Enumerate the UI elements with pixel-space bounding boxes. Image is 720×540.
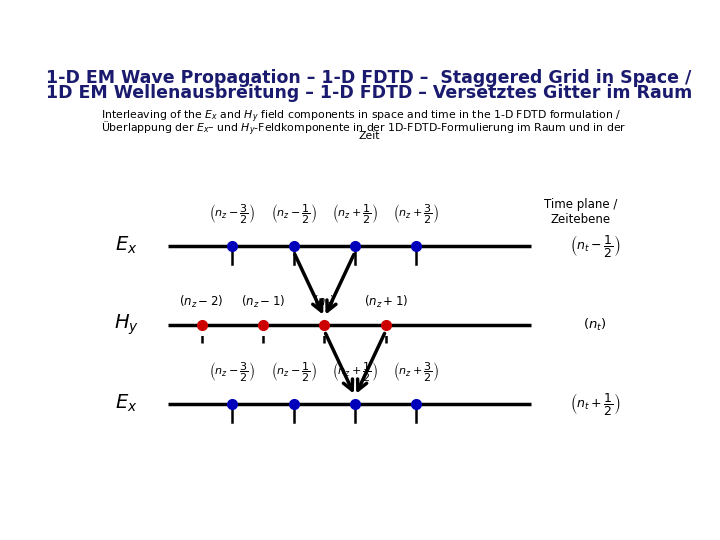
- Text: $\left(n_z+\dfrac{1}{2}\right)$: $\left(n_z+\dfrac{1}{2}\right)$: [332, 202, 378, 226]
- Text: $(n_z-2)$: $(n_z-2)$: [179, 294, 224, 310]
- Text: $\left(n_z-\dfrac{1}{2}\right)$: $\left(n_z-\dfrac{1}{2}\right)$: [271, 360, 317, 384]
- Text: $\left(n_z-\dfrac{1}{2}\right)$: $\left(n_z-\dfrac{1}{2}\right)$: [271, 202, 317, 226]
- Text: $H_y$: $H_y$: [114, 313, 139, 337]
- Text: $E_x$: $E_x$: [115, 235, 138, 256]
- Text: Überlappung der $E_x$– und $H_y$-Feldkomponente in der 1D-FDTD-Formulierung im R: Überlappung der $E_x$– und $H_y$-Feldkom…: [101, 120, 626, 138]
- Text: $\left(n_z+\dfrac{1}{2}\right)$: $\left(n_z+\dfrac{1}{2}\right)$: [332, 360, 378, 384]
- Text: $\left(n_z-\dfrac{3}{2}\right)$: $\left(n_z-\dfrac{3}{2}\right)$: [210, 202, 256, 226]
- Text: $(n_z+1)$: $(n_z+1)$: [364, 294, 408, 310]
- Text: 1-D EM Wave Propagation – 1-D FDTD –  Staggered Grid in Space /: 1-D EM Wave Propagation – 1-D FDTD – Sta…: [46, 69, 692, 87]
- Text: $(n_z)$: $(n_z)$: [313, 294, 336, 310]
- Text: $(n_z-1)$: $(n_z-1)$: [241, 294, 285, 310]
- Text: Interleaving of the $E_x$ and $H_y$ field components in space and time in the 1-: Interleaving of the $E_x$ and $H_y$ fiel…: [101, 109, 621, 125]
- Text: Time plane /
Zeitebene: Time plane / Zeitebene: [544, 198, 618, 226]
- Text: $\left(n_t+\dfrac{1}{2}\right)$: $\left(n_t+\dfrac{1}{2}\right)$: [570, 390, 620, 417]
- Text: $E_x$: $E_x$: [115, 393, 138, 414]
- Text: Zeit: Zeit: [359, 131, 379, 141]
- Text: $(n_t)$: $(n_t)$: [583, 316, 607, 333]
- Text: $\left(n_z-\dfrac{3}{2}\right)$: $\left(n_z-\dfrac{3}{2}\right)$: [210, 360, 256, 384]
- Text: $\left(n_z+\dfrac{3}{2}\right)$: $\left(n_z+\dfrac{3}{2}\right)$: [393, 360, 439, 384]
- Text: $\left(n_t-\dfrac{1}{2}\right)$: $\left(n_t-\dfrac{1}{2}\right)$: [570, 233, 620, 259]
- Text: $\left(n_z+\dfrac{3}{2}\right)$: $\left(n_z+\dfrac{3}{2}\right)$: [393, 202, 439, 226]
- Text: 1D EM Wellenausbreitung – 1-D FDTD – Versetztes Gitter im Raum: 1D EM Wellenausbreitung – 1-D FDTD – Ver…: [46, 84, 692, 102]
